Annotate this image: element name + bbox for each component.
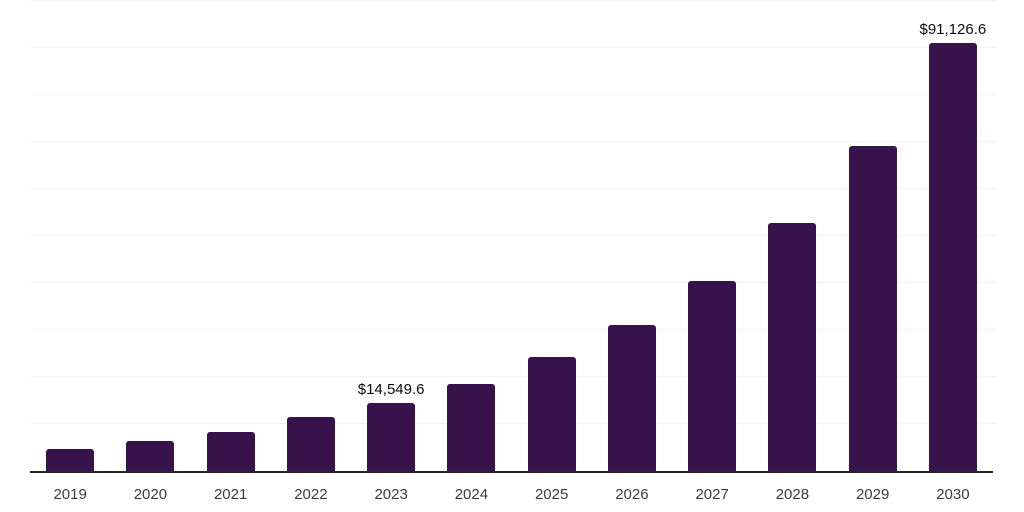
- x-axis-tick-labels: 2019 2020 2021 2022 2023 2024 2025 2026 2027 2028…: [30, 473, 993, 503]
- gridline: [30, 329, 996, 330]
- x-tick-2025: 2025: [534, 486, 569, 503]
- gridline: [30, 235, 996, 236]
- bar-2020: [126, 440, 175, 471]
- x-tick-2021: 2021: [213, 486, 248, 503]
- bar-2025: [527, 357, 576, 471]
- gridline: [30, 94, 996, 95]
- gridline: [30, 282, 996, 283]
- x-tick-2023: 2023: [374, 486, 408, 503]
- bar-group-2025: [512, 1, 592, 471]
- bar-2023: [367, 402, 416, 471]
- bar-2030: [928, 42, 977, 471]
- x-tick-2030: 2030: [936, 486, 970, 503]
- bar-group-2028: [752, 1, 832, 471]
- bar-2021: [206, 432, 255, 471]
- x-tick-2029: 2029: [855, 486, 890, 503]
- bar-2019: [46, 449, 95, 471]
- bar-group-2024: [431, 1, 511, 471]
- gridline: [30, 141, 996, 142]
- bar-group-2021: [191, 1, 271, 471]
- bar-group-2022: [271, 1, 351, 471]
- x-tick-2024: 2024: [454, 486, 489, 503]
- bar-group-2019: [30, 1, 110, 471]
- gridline: [30, 0, 996, 1]
- gridline: [30, 47, 996, 48]
- gridline: [30, 188, 996, 189]
- plot-area: $14,549.6 $91,126.6: [30, 0, 996, 473]
- x-axis-line: [30, 471, 993, 473]
- x-tick-2028: 2028: [775, 486, 810, 503]
- data-label-2030: $91,126.6: [919, 20, 987, 38]
- gridline: [30, 376, 996, 377]
- bar-group-2027: [672, 1, 752, 471]
- bar-2024: [447, 383, 496, 471]
- bar-series: $14,549.6 $91,126.6: [30, 1, 993, 471]
- bar-group-2029: [833, 1, 913, 471]
- bar-2026: [607, 324, 656, 471]
- x-tick-2026: 2026: [615, 486, 649, 503]
- x-tick-2020: 2020: [133, 486, 168, 503]
- bar-2028: [768, 222, 817, 471]
- bar-2027: [688, 281, 737, 471]
- bar-group-2030: $91,126.6: [913, 1, 993, 471]
- gridline: [30, 423, 996, 424]
- bar-2022: [286, 417, 335, 471]
- data-label-2023: $14,549.6: [357, 380, 425, 398]
- x-tick-2027: 2027: [695, 486, 729, 503]
- bar-group-2020: [110, 1, 190, 471]
- x-tick-2022: 2022: [294, 486, 328, 503]
- bar-group-2023: $14,549.6: [351, 1, 431, 471]
- bar-2029: [848, 145, 897, 471]
- bar-group-2026: [592, 1, 672, 471]
- x-tick-2019: 2019: [53, 486, 87, 503]
